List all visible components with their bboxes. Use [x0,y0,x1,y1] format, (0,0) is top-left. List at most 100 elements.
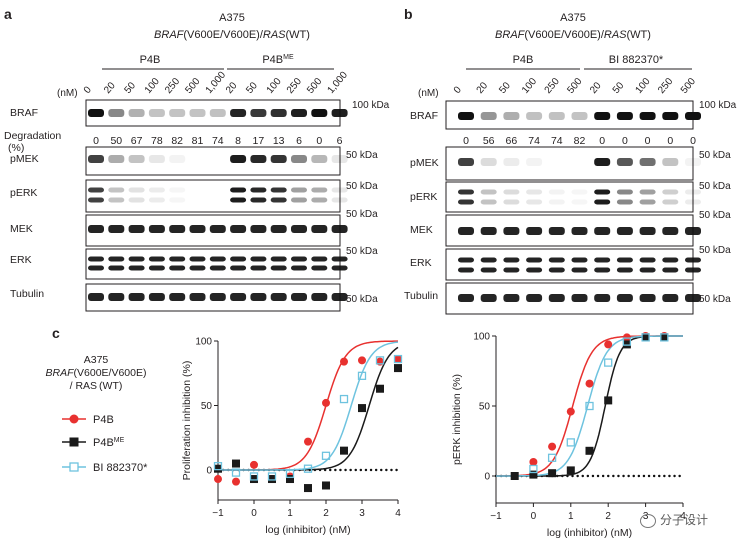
blot-band [291,187,307,193]
x-tick-label: 1 [287,508,293,519]
blot-band [148,187,165,193]
blot-band [616,199,633,205]
blot-band [209,293,226,301]
blot-band [503,267,520,273]
blot-band [458,199,474,205]
y-tick-label: 100 [195,337,212,348]
legend-marker-p4bme [69,437,79,447]
blot-band [458,112,474,120]
watermark: 分子设计 [640,511,708,528]
x-tick-label: 4 [395,508,401,519]
blot-band [594,227,611,235]
data-point [510,472,519,480]
blot-band [503,199,520,205]
degradation-value: 0 [463,135,469,147]
blot-band [503,189,520,195]
data-point [376,384,384,393]
blot-band [594,199,611,205]
blot-band [548,294,565,302]
blot-band [639,267,656,273]
blot-band [571,199,588,205]
blot-band [250,197,267,203]
blot-strip [445,146,701,181]
y-tick-label: 50 [201,401,213,412]
blot-band [270,187,287,193]
blot-band [270,109,287,117]
blot-band [169,197,186,203]
data-point [641,333,650,342]
panel-a-marker-mek: 50 kDa [346,209,378,220]
degradation-value: 0 [667,135,673,147]
data-point [340,357,348,366]
blot-band [108,155,125,163]
concentration-label: 20 [102,80,118,96]
blot-strip [85,283,348,312]
concentration-label: 500 [183,76,202,96]
blot-band [108,256,125,262]
concentration-label: 50 [122,80,138,96]
panel-a-row-mek: MEK [10,223,33,235]
degradation-value: 74 [212,135,224,147]
blot-band [331,155,348,163]
data-point [322,398,330,407]
data-point [622,337,632,346]
blot-band [250,225,267,233]
x-tick-label: 2 [323,508,329,519]
blot-band [639,199,656,205]
panel-a-marker-erk: 50 kDa [346,246,378,257]
degradation-value: 66 [506,135,518,147]
panel-a-marker-braf: 100 kDa [352,100,390,111]
blot-band [108,265,125,271]
blot-band [616,227,633,235]
blot-band [189,265,206,271]
blot-band [526,189,543,195]
blot-band [189,293,206,301]
blot-band [526,112,543,120]
blot-band [616,189,633,195]
panel-c-letter: c [52,325,60,341]
panel-a-degradation-label: Degradation [4,130,61,142]
panel-a-degradation-unit: (%) [8,142,24,154]
blot-band [548,189,565,195]
legend-marker-bi882370 [69,462,79,472]
legend-item-p4b: P4B [62,414,114,426]
blot-band [148,265,165,271]
blot-band [685,189,701,195]
blot-band [108,187,125,193]
concentration-label: 250 [543,76,562,96]
blot-band [88,155,104,163]
blot-band [189,225,206,233]
data-point [585,379,594,388]
concentration-label: 250 [285,76,304,96]
data-point [268,475,276,484]
concentration-label: 100 [633,76,652,96]
blot-band [88,109,104,117]
concentration-label: 0 [82,84,94,96]
panel-a-row-perk: pERK [10,187,37,199]
blot-band [128,256,145,262]
blot-band [270,197,287,203]
blot-band [616,267,633,273]
blot-band [331,265,348,271]
blot-band [662,257,679,263]
data-point [357,371,367,380]
blot-band [108,225,125,233]
blot-band [594,158,611,166]
panel-b-marker-braf: 100 kDa [699,100,737,111]
panel-b-title: A375 [560,12,586,24]
data-point [286,475,294,484]
blot-band [571,112,588,120]
panel-b-marker-pmek: 50 kDa [699,150,731,161]
blot-band [458,257,474,263]
panel-a-nm-label: (nM) [57,88,78,99]
blot-band [148,293,165,301]
legend-label-p4bme: P4BME [93,437,125,449]
blot-band [209,225,226,233]
blot-band [148,256,165,262]
panel-b-group1: P4B [513,54,534,66]
blot-band [458,189,474,195]
data-point [249,472,259,481]
blot-band [270,256,287,262]
blot-band [662,294,679,302]
blot-band [311,187,328,193]
